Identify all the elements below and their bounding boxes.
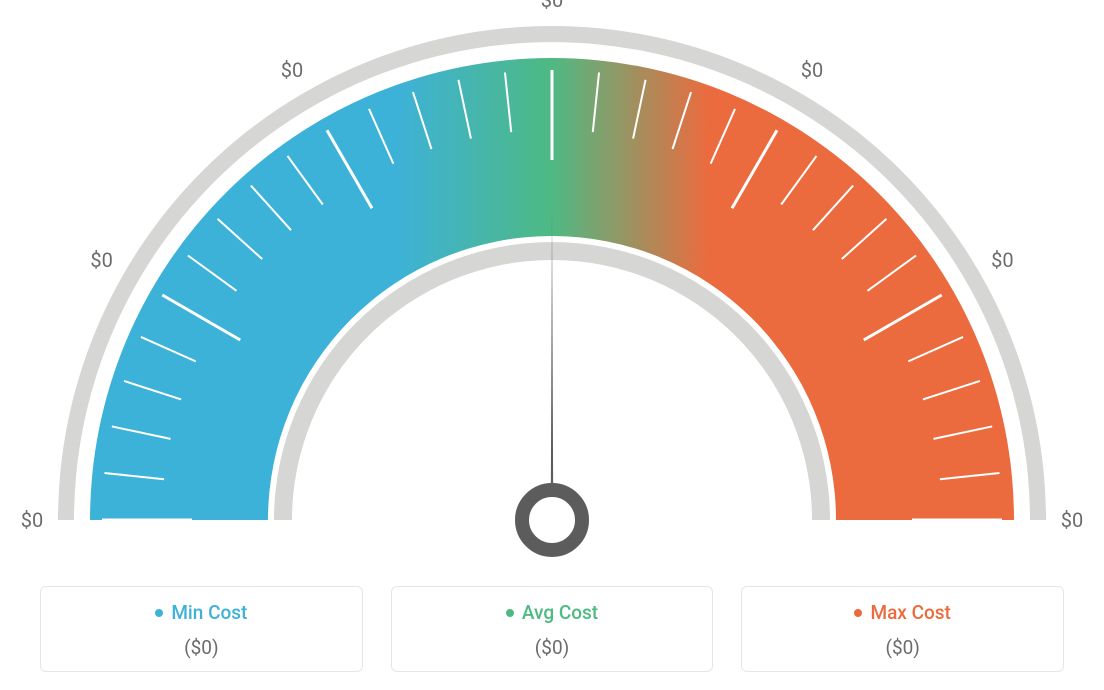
legend-title-max: Max Cost — [854, 601, 950, 624]
legend-card-avg: Avg Cost ($0) — [391, 586, 714, 672]
legend-value-max: ($0) — [752, 636, 1053, 659]
legend-title-avg: Avg Cost — [506, 601, 598, 624]
gauge-svg — [0, 0, 1104, 560]
gauge-tick-label: $0 — [21, 508, 43, 532]
cost-gauge-container: { "gauge": { "type": "gauge", "tick_labe… — [0, 0, 1104, 690]
legend-label-avg: Avg Cost — [522, 601, 598, 624]
legend-card-min: Min Cost ($0) — [40, 586, 363, 672]
gauge-tick-label: $0 — [991, 248, 1013, 272]
gauge-tick-label: $0 — [90, 248, 112, 272]
gauge-area: $0 $0 $0 $0 $0 $0 $0 — [0, 0, 1104, 560]
gauge-tick-label: $0 — [281, 58, 303, 82]
legend-title-min: Min Cost — [155, 601, 247, 624]
legend-label-min: Min Cost — [171, 601, 247, 624]
legend-dot-max — [854, 609, 862, 617]
gauge-tick-label: $0 — [541, 0, 563, 12]
gauge-tick-label: $0 — [801, 58, 823, 82]
legend-value-avg: ($0) — [402, 636, 703, 659]
gauge-tick-label: $0 — [1061, 508, 1083, 532]
legend-value-min: ($0) — [51, 636, 352, 659]
legend-dot-avg — [506, 609, 514, 617]
legend-dot-min — [155, 609, 163, 617]
gauge-needle-hub — [522, 490, 582, 550]
legend-card-max: Max Cost ($0) — [741, 586, 1064, 672]
legend-row: Min Cost ($0) Avg Cost ($0) Max Cost ($0… — [40, 586, 1064, 672]
legend-label-max: Max Cost — [870, 601, 950, 624]
